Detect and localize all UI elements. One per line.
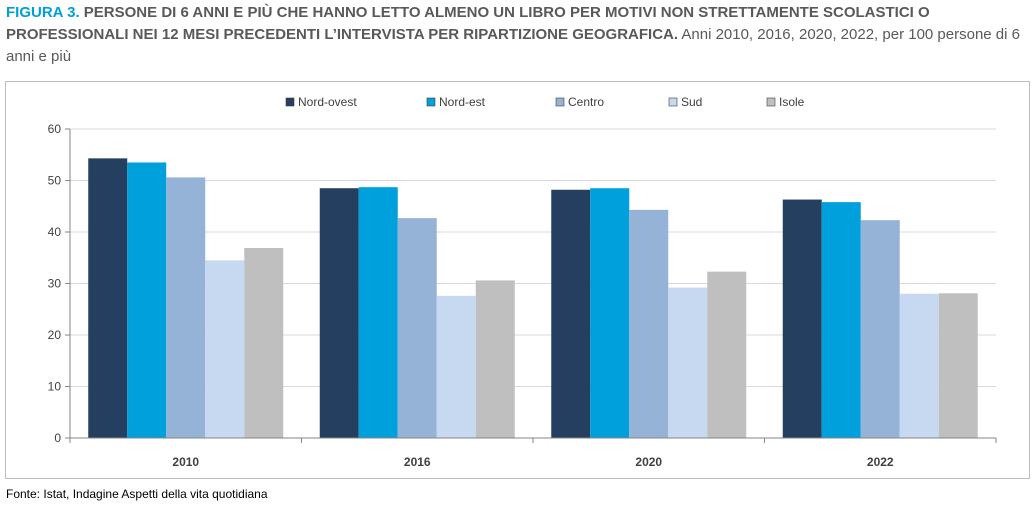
chart-frame: 0 10 20 30 40 50 60 2010 2016 2020 2022 Nord-ovest N… bbox=[5, 81, 1030, 479]
bar-chart: 0 10 20 30 40 50 60 2010 2016 2020 2022 Nord-ovest N… bbox=[48, 95, 997, 469]
legend-label-nord-ovest: Nord-ovest bbox=[298, 95, 357, 109]
legend-swatch-nord-ovest bbox=[285, 97, 295, 107]
bar-isole bbox=[475, 280, 515, 438]
y-tick-label: 50 bbox=[48, 174, 62, 188]
figure-label: FIGURA 3. bbox=[6, 4, 80, 21]
legend-label-centro: Centro bbox=[568, 95, 604, 109]
bar-nord-est bbox=[821, 202, 861, 438]
legend-label-isole: Isole bbox=[779, 95, 805, 109]
bar-sud bbox=[436, 295, 476, 438]
bar-nord-ovest bbox=[88, 158, 128, 438]
figure-title-main: PERSONE DI 6 ANNI E PIÙ CHE HANNO LETTO … bbox=[6, 4, 930, 43]
legend-swatch-nord-est bbox=[426, 97, 436, 107]
bar-centro bbox=[397, 218, 437, 438]
bar-nord-ovest bbox=[782, 199, 822, 438]
y-tick-label: 30 bbox=[48, 277, 62, 291]
bar-isole bbox=[244, 247, 284, 438]
bar-isole bbox=[938, 293, 978, 438]
y-tick-label: 10 bbox=[48, 380, 62, 394]
bar-centro bbox=[629, 209, 669, 438]
figure-subtitle: Anni 2010, 2016, 2020, 2022, per 100 per… bbox=[6, 26, 1020, 65]
bar-nord-ovest bbox=[551, 189, 591, 438]
bar-nord-est bbox=[127, 162, 167, 438]
bar-centro bbox=[860, 220, 900, 438]
y-tick-label: 40 bbox=[48, 225, 62, 239]
bar-sud bbox=[668, 287, 708, 438]
legend-label-nord-est: Nord-est bbox=[439, 95, 486, 109]
legend-swatch-centro bbox=[555, 97, 565, 107]
bar-isole bbox=[707, 271, 747, 438]
x-tick-label: 2010 bbox=[172, 455, 199, 469]
figure-title: FIGURA 3. PERSONE DI 6 ANNI E PIÙ CHE HA… bbox=[6, 2, 1032, 68]
x-tick-label: 2020 bbox=[635, 455, 662, 469]
y-tick-label: 0 bbox=[54, 431, 61, 445]
bar-nord-ovest bbox=[319, 188, 359, 438]
y-tick-label: 60 bbox=[48, 122, 62, 136]
y-tick-label: 20 bbox=[48, 328, 62, 342]
source-note: Fonte: Istat, Indagine Aspetti della vit… bbox=[6, 487, 268, 501]
legend-label-sud: Sud bbox=[681, 95, 702, 109]
bar-centro bbox=[166, 177, 206, 438]
bar-sud bbox=[899, 293, 939, 438]
x-tick-label: 2016 bbox=[404, 455, 431, 469]
bar-nord-est bbox=[590, 188, 630, 438]
legend-swatch-sud bbox=[668, 97, 678, 107]
legend-swatch-isole bbox=[766, 97, 776, 107]
bar-sud bbox=[205, 260, 245, 438]
bar-nord-est bbox=[358, 187, 398, 438]
x-tick-label: 2022 bbox=[867, 455, 894, 469]
